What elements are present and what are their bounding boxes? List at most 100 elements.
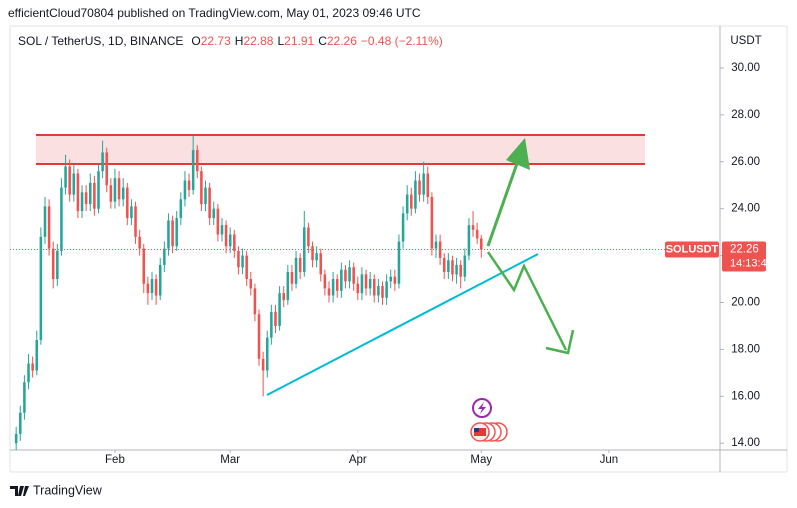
- y-tick-label: 24.00: [731, 203, 760, 215]
- candle-body: [216, 208, 220, 235]
- ohlc-value: 22.26: [327, 34, 357, 48]
- candle-body: [315, 253, 318, 261]
- candle-body: [150, 279, 154, 294]
- x-tick-label: Jun: [600, 454, 619, 466]
- candle-body: [434, 241, 438, 249]
- candle-body: [261, 358, 265, 371]
- candle-body: [270, 311, 273, 338]
- candle-body: [438, 241, 442, 258]
- candle-body: [294, 257, 298, 284]
- candles: [14, 135, 483, 450]
- candle-body: [76, 173, 80, 212]
- candle-body: [393, 276, 397, 284]
- candle-body: [389, 276, 393, 282]
- candle-body: [138, 236, 141, 249]
- candle-body: [105, 152, 109, 186]
- candle-body: [348, 267, 351, 282]
- candle-body: [426, 173, 430, 197]
- candle-body: [88, 182, 92, 205]
- candle-body: [265, 337, 269, 371]
- candle-body: [381, 286, 384, 298]
- candle-body: [80, 192, 84, 212]
- y-tick-label: 16.00: [731, 390, 760, 402]
- candle-body: [298, 257, 302, 273]
- y-tick-label: 28.00: [731, 109, 760, 121]
- candle-body: [241, 255, 244, 268]
- y-tick-label: 14.00: [731, 437, 760, 449]
- candle-body: [208, 187, 211, 219]
- ohlc-value: 22.73: [201, 34, 231, 48]
- candle-body: [410, 194, 413, 209]
- ohlc-value: 22.88: [243, 34, 273, 48]
- candle-body: [368, 279, 372, 289]
- candle-body: [335, 279, 339, 291]
- candle-body: [142, 248, 146, 284]
- candle-body: [397, 241, 401, 284]
- candle-body: [126, 187, 129, 219]
- candle-body: [23, 382, 26, 413]
- x-tick-label: Apr: [349, 454, 367, 466]
- ohlc-label: C: [318, 34, 327, 48]
- flag-glyph: [474, 428, 486, 436]
- candle-body: [68, 166, 71, 195]
- candle-body: [171, 220, 174, 247]
- candle-body: [72, 173, 76, 195]
- candle-body: [360, 274, 364, 294]
- ohlc-label: L: [277, 34, 284, 48]
- candle-body: [64, 166, 67, 188]
- candle-body: [228, 234, 232, 247]
- candle-body: [422, 173, 425, 195]
- published-line: efficientCloud70804 published on Trading…: [8, 6, 421, 20]
- candle-body: [183, 180, 187, 200]
- candle-body: [220, 225, 224, 235]
- candle-body: [134, 206, 137, 237]
- candle-body: [372, 279, 376, 296]
- y-tick-label: 18.00: [731, 343, 760, 355]
- candle-body: [401, 213, 405, 242]
- candle-body: [163, 248, 166, 265]
- ohlc-label: H: [235, 34, 244, 48]
- candle-body: [364, 274, 368, 289]
- candle-body: [257, 314, 261, 359]
- candle-body: [113, 178, 117, 202]
- candle-body: [274, 311, 277, 326]
- symbol-title: SOL / TetherUS, 1D, BINANCE: [18, 34, 183, 48]
- resistance-zone: [36, 134, 645, 165]
- candle-body: [56, 250, 59, 280]
- candle-body: [385, 281, 388, 298]
- candle-body: [245, 255, 248, 280]
- candle-body: [442, 257, 446, 273]
- candle-body: [224, 225, 228, 247]
- candle-body: [307, 227, 310, 247]
- arrow-head: [545, 329, 575, 355]
- candle-body: [253, 288, 257, 315]
- arrow-shaft: [486, 154, 522, 247]
- candle-body: [471, 225, 475, 230]
- trend-line: [266, 253, 539, 396]
- price-tag-value: 22.26: [730, 244, 759, 256]
- candle-body: [14, 433, 18, 444]
- candle-body: [51, 248, 55, 280]
- candle-body: [187, 180, 191, 190]
- x-tick-label: May: [470, 454, 492, 466]
- candle-body: [117, 178, 121, 200]
- candle-body: [290, 272, 294, 284]
- candle-body: [47, 206, 51, 249]
- candle-body: [31, 363, 34, 371]
- candle-body: [43, 206, 47, 237]
- candle-body: [356, 283, 360, 294]
- candle-body: [39, 236, 43, 341]
- lightning-glyph: [478, 402, 486, 414]
- logo-glyph: [10, 486, 29, 496]
- candle-body: [323, 274, 327, 289]
- candle-body: [459, 264, 462, 277]
- candle-body: [418, 180, 421, 195]
- candle-body: [286, 272, 290, 301]
- candle-body: [60, 187, 63, 251]
- candle-body: [175, 218, 178, 247]
- candle-body: [249, 279, 253, 289]
- footer-logo: TradingView: [10, 483, 103, 497]
- candle-body: [414, 180, 417, 209]
